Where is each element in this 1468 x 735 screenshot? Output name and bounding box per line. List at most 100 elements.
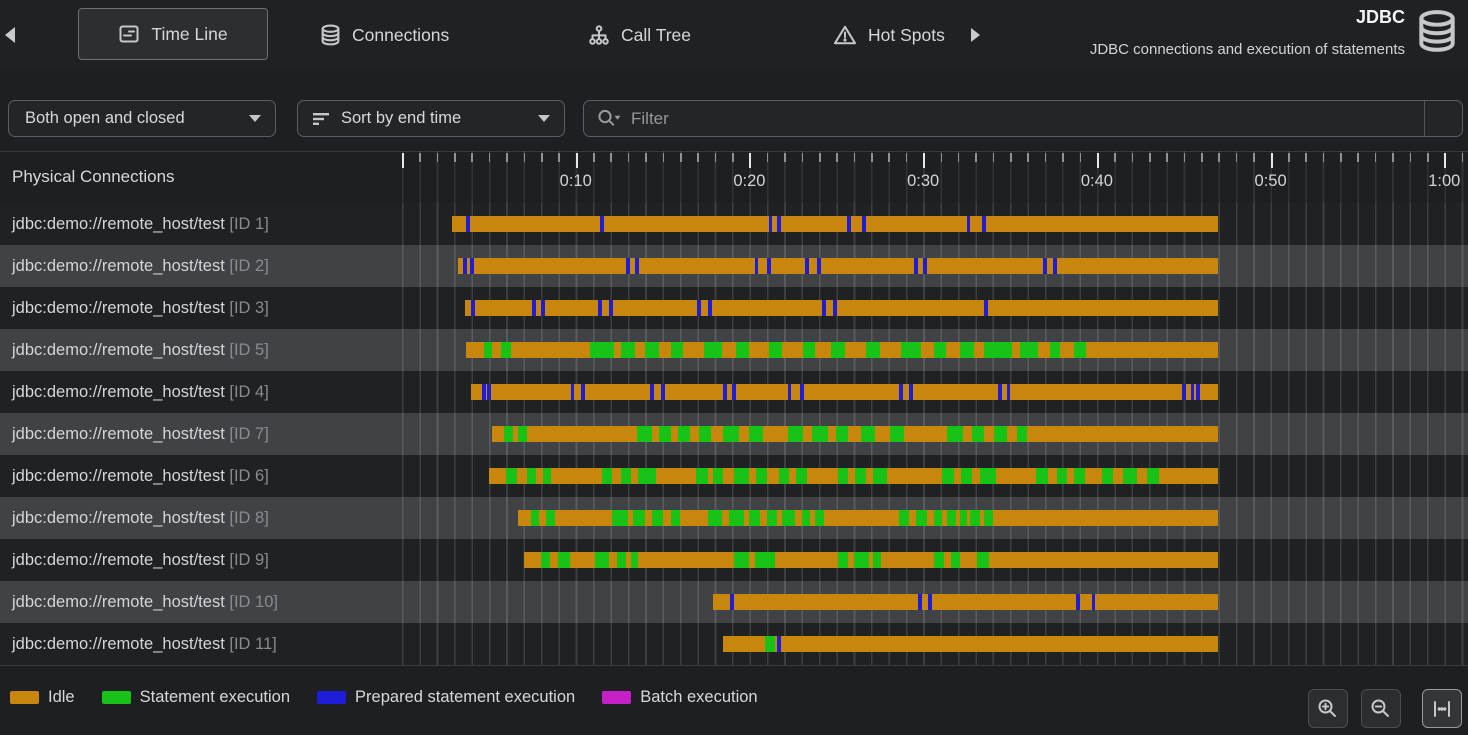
axis-minor-tick [993,153,995,162]
statement-execution-segment [899,510,909,526]
connection-timeline-bar[interactable] [723,636,1218,652]
prepared-statement-segment [928,594,932,610]
axis-minor-tick [454,153,456,162]
connection-timeline-bar[interactable] [492,426,1218,442]
statement-execution-segment [602,468,612,484]
statement-execution-segment [501,342,511,358]
tab-connections[interactable]: Connections [320,0,449,70]
axis-minor-tick [1201,153,1203,162]
statement-execution-segment [506,468,516,484]
zoom-out-button[interactable] [1361,689,1401,728]
connection-timeline-bar[interactable] [489,468,1219,484]
prepared-statement-segment [909,384,913,400]
legend-label: Batch execution [640,688,757,707]
fit-timeline-button[interactable] [1422,689,1462,728]
axis-minor-tick [1288,153,1290,162]
dropdown-value: Sort by end time [329,109,461,128]
statement-execution-segment [980,468,996,484]
axis-label: 0:10 [560,172,592,191]
statement-execution-segment [972,426,984,442]
filter-options-button[interactable] [1424,101,1462,136]
statement-execution-segment [890,426,904,442]
connection-id: [ID 9] [229,551,268,569]
axis-major-tick [923,153,925,168]
connection-timeline-bar[interactable] [458,258,1219,274]
prepared-statement-segment [788,384,792,400]
prepared-statement-segment [471,300,475,316]
statement-execution-segment [960,342,974,358]
prepared-statement-segment [650,384,654,400]
statement-execution-segment [678,426,690,442]
filter-input[interactable] [623,109,1424,129]
connection-id: [ID 8] [229,509,268,527]
prepared-statement-segment [914,258,918,274]
connection-id: [ID 2] [229,257,268,275]
prepared-statement-segment [661,384,665,400]
connection-timeline-bar[interactable] [713,594,1219,610]
connection-state-dropdown[interactable]: Both open and closed [8,100,276,137]
connection-row[interactable]: jdbc:demo://remote_host/test [ID 3] [0,287,1468,329]
zoom-in-icon [1316,697,1340,721]
connection-timeline-bar[interactable] [465,300,1219,316]
legend-item: Statement execution [102,688,290,707]
connection-row[interactable]: jdbc:demo://remote_host/test [ID 9] [0,539,1468,581]
warning-icon [833,24,857,46]
connection-timeline-bar[interactable] [466,342,1218,358]
tab-hot-spots[interactable]: Hot Spots [833,0,945,70]
sort-mode-dropdown[interactable]: Sort by end time [297,100,565,137]
legend-swatch [602,691,631,704]
time-axis: 0:100:200:300:400:501:00 [402,151,1468,203]
statement-execution-segment [934,342,946,358]
axis-minor-tick [1323,153,1325,162]
axis-minor-tick [471,153,473,162]
statement-execution-segment [504,426,513,442]
chevron-down-icon [538,115,550,122]
connection-row[interactable]: jdbc:demo://remote_host/test [ID 2] [0,245,1468,287]
connection-timeline-bar[interactable] [471,384,1218,400]
database-icon [1416,9,1458,55]
axis-minor-tick [1132,153,1134,162]
connection-url: jdbc:demo://remote_host/test [12,299,229,317]
connection-row[interactable]: jdbc:demo://remote_host/test [ID 8] [0,497,1468,539]
statement-execution-segment [838,552,848,568]
prepared-statement-segment [571,384,575,400]
connection-row[interactable]: jdbc:demo://remote_host/test [ID 1] [0,203,1468,245]
prepared-statement-segment [967,216,971,232]
prepared-statement-segment [1076,594,1080,610]
connection-row[interactable]: jdbc:demo://remote_host/test [ID 7] [0,413,1468,455]
tab-call-tree[interactable]: Call Tree [588,0,691,70]
axis-minor-tick [1236,153,1238,162]
connection-row[interactable]: jdbc:demo://remote_host/test [ID 5] [0,329,1468,371]
axis-minor-tick [1149,153,1151,162]
connection-row[interactable]: jdbc:demo://remote_host/test [ID 11] [0,623,1468,665]
connection-timeline-bar[interactable] [518,510,1218,526]
prepared-statement-segment [626,258,630,274]
search-icon[interactable] [584,108,623,129]
statement-execution-segment [765,636,775,652]
connection-timeline-bar[interactable] [524,552,1219,568]
axis-minor-tick [1080,153,1082,162]
axis-label: 0:20 [733,172,765,191]
collapse-views-button[interactable] [5,0,15,70]
statement-execution-segment [1050,342,1060,358]
statement-execution-segment [812,426,828,442]
statement-execution-segment [1147,468,1159,484]
axis-label: 0:40 [1081,172,1113,191]
legend-label: Idle [48,688,75,707]
timeline-toolbar: Both open and closed Sort by end time [0,70,1468,152]
axis-minor-tick [697,153,699,162]
legend-swatch [102,691,131,704]
view-tab-bar: Time Line Connections Call Tree [0,0,1468,71]
axis-minor-tick [906,153,908,162]
axis-minor-tick [1114,153,1116,162]
timeline-header: Physical Connections 0:100:200:300:400:5… [0,151,1468,203]
statement-execution-segment [1036,468,1048,484]
connection-row[interactable]: jdbc:demo://remote_host/test [ID 4] [0,371,1468,413]
connection-timeline-bar[interactable] [452,216,1218,232]
connection-row[interactable]: jdbc:demo://remote_host/test [ID 10] [0,581,1468,623]
connection-row[interactable]: jdbc:demo://remote_host/test [ID 6] [0,455,1468,497]
hot-spots-submenu-button[interactable] [971,0,980,70]
axis-major-tick [402,153,404,168]
tab-time-line[interactable]: Time Line [78,8,268,60]
zoom-in-button[interactable] [1308,689,1348,728]
